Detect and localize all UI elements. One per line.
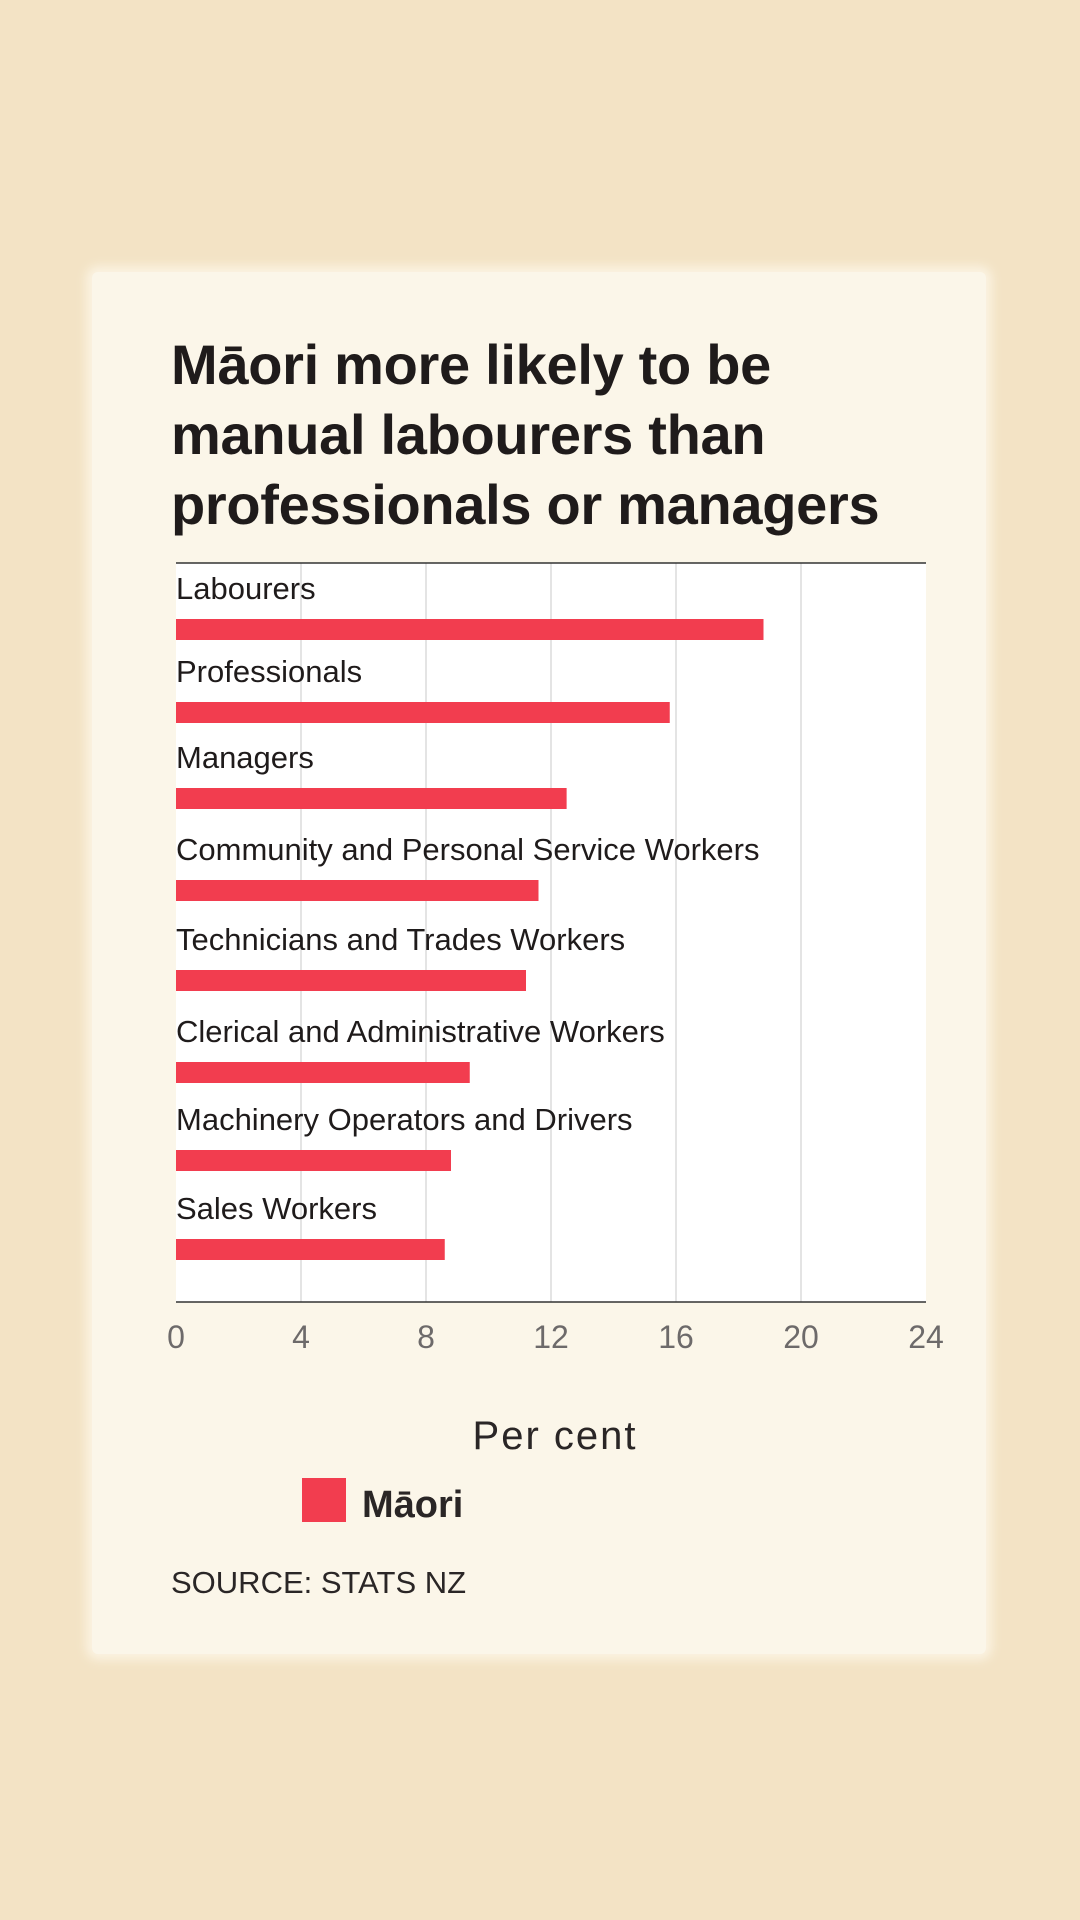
bar xyxy=(176,880,539,901)
category-label: Clerical and Administrative Workers xyxy=(176,1014,665,1049)
bar xyxy=(176,1150,451,1171)
source-note: SOURCE: STATS NZ xyxy=(171,1565,467,1600)
x-tick-label: 4 xyxy=(292,1319,310,1355)
legend-label: Māori xyxy=(362,1484,464,1526)
x-tick-label: 20 xyxy=(783,1319,819,1355)
bar xyxy=(176,1062,470,1083)
x-tick-label: 8 xyxy=(417,1319,435,1355)
category-label: Technicians and Trades Workers xyxy=(176,922,625,957)
bar xyxy=(176,970,526,991)
category-label: Professionals xyxy=(176,654,362,689)
x-tick-label: 24 xyxy=(908,1319,944,1355)
category-label: Machinery Operators and Drivers xyxy=(176,1102,633,1137)
bar xyxy=(176,702,670,723)
category-label: Community and Personal Service Workers xyxy=(176,832,759,867)
x-tick-label: 0 xyxy=(167,1319,185,1355)
chart-title: Māori more likely to be manual labourers… xyxy=(171,333,880,536)
bar xyxy=(176,619,764,640)
category-label: Managers xyxy=(176,740,314,775)
x-tick-label: 12 xyxy=(533,1319,569,1355)
bar xyxy=(176,1239,445,1260)
x-axis-label: Per cent xyxy=(472,1414,638,1458)
legend-swatch xyxy=(302,1478,346,1522)
bar xyxy=(176,788,567,809)
category-label: Labourers xyxy=(176,571,316,606)
category-label: Sales Workers xyxy=(176,1191,377,1226)
x-tick-label: 16 xyxy=(658,1319,694,1355)
